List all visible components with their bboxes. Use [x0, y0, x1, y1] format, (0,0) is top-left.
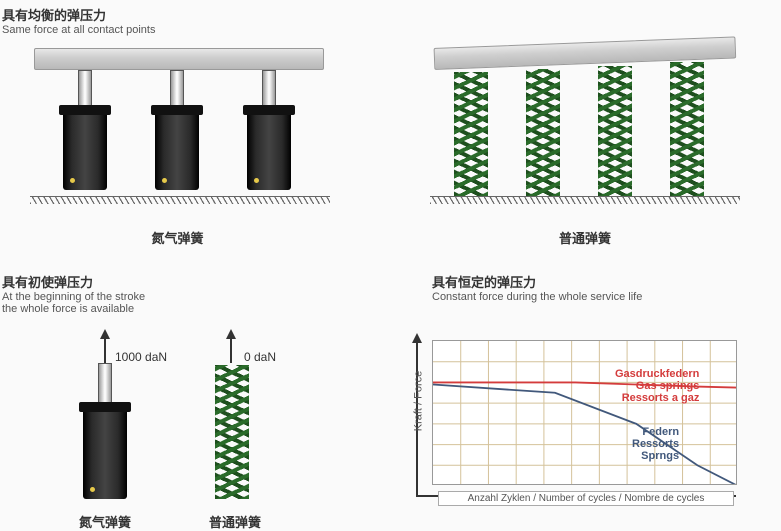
legend-spr: Federn Ressorts Sprngs	[632, 426, 679, 462]
piston-rod	[78, 70, 92, 110]
sec2-title-block: 具有初使弹压力 At the beginning of the stroke t…	[2, 272, 145, 315]
sec1-title-block: 具有均衡的弹压力 Same force at all contact point…	[2, 5, 155, 36]
force-arrow	[230, 335, 232, 363]
coil-spring	[215, 365, 249, 499]
y-axis-label: Kraft / Force	[412, 371, 424, 432]
sec1-title-cn: 具有均衡的弹压力	[2, 5, 155, 24]
cylinder	[63, 110, 107, 190]
sec3-title-block: 具有恒定的弹压力 Constant force during the whole…	[432, 272, 642, 303]
gas-spring-assembly	[30, 48, 330, 213]
coil-spring	[526, 69, 560, 196]
legend-gas-1: Gasdruckfedern	[615, 368, 699, 380]
legend-gas: Gasdruckfedern Gas springs Ressorts a ga…	[615, 368, 699, 404]
force-cycles-chart: Kraft / Force Anzahl Zyklen / Number of …	[400, 335, 750, 515]
cylinder	[247, 110, 291, 190]
sec3-title-cn: 具有恒定的弹压力	[432, 272, 642, 291]
sec2-gas-label: 氮气弹簧	[55, 512, 155, 531]
gas-spring-unit	[152, 70, 202, 190]
force-value-gas: 1000 daN	[115, 350, 167, 364]
gas-spring-unit	[60, 70, 110, 190]
sec3-title-en: Constant force during the whole service …	[432, 291, 642, 303]
coil-spring-assembly	[430, 48, 740, 213]
indicator-dot	[70, 178, 75, 183]
legend-spr-2: Ressorts	[632, 438, 679, 450]
coil-spring	[598, 66, 632, 196]
legend-gas-2: Gas springs	[615, 380, 699, 392]
sec2-title-en1: At the beginning of the stroke	[2, 291, 145, 303]
coil-spring	[454, 72, 488, 196]
force-arrow	[104, 335, 106, 363]
sec2-spr-label: 普通弹簧	[185, 512, 285, 531]
top-bar	[34, 48, 324, 70]
sec1-title-en: Same force at all contact points	[2, 24, 155, 36]
legend-spr-3: Sprngs	[632, 450, 679, 462]
indicator-dot	[254, 178, 259, 183]
sec1-gas-label: 氮气弹簧	[95, 228, 260, 247]
ground-hatch	[30, 196, 330, 204]
cylinder	[155, 110, 199, 190]
piston-rod	[98, 363, 112, 403]
indicator-dot	[162, 178, 167, 183]
gas-spring-unit	[244, 70, 294, 190]
sec2-title-cn: 具有初使弹压力	[2, 272, 145, 291]
piston-rod	[170, 70, 184, 110]
sec2-title-en2: the whole force is available	[2, 303, 145, 315]
indicator-dot	[90, 487, 95, 492]
x-axis-label: Anzahl Zyklen / Number of cycles / Nombr…	[438, 491, 734, 506]
sec1-spr-label: 普通弹簧	[505, 228, 665, 247]
chart-svg	[432, 340, 737, 485]
coil-spring	[670, 62, 704, 196]
legend-spr-1: Federn	[632, 426, 679, 438]
piston-rod	[262, 70, 276, 110]
cylinder	[83, 407, 127, 499]
force-value-spr: 0 daN	[244, 350, 276, 364]
legend-gas-3: Ressorts a gaz	[615, 392, 699, 404]
ground-hatch	[430, 196, 740, 204]
